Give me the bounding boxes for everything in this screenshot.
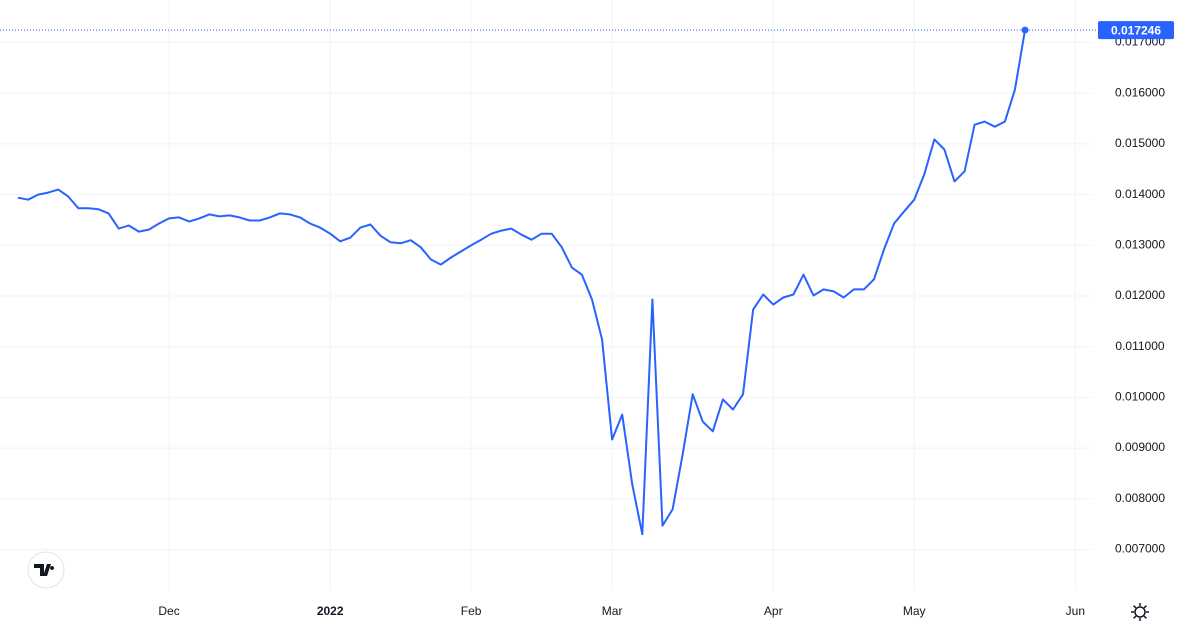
y-tick-label: 0.012000: [1115, 288, 1165, 302]
y-tick-label: 0.011000: [1115, 339, 1164, 353]
x-tick-label: Dec: [158, 604, 179, 618]
y-tick-label: 0.016000: [1115, 85, 1165, 99]
last-point: [1021, 26, 1029, 34]
x-tick-label: 2022: [317, 604, 344, 618]
y-tick-label: 0.013000: [1115, 237, 1165, 251]
y-tick-label: 0.008000: [1115, 491, 1165, 505]
y-tick-label: 0.007000: [1115, 542, 1165, 556]
x-tick-label: Jun: [1066, 604, 1085, 618]
last-price-box: [1098, 21, 1174, 40]
y-tick-label: 0.014000: [1115, 187, 1165, 201]
x-tick-label: Mar: [602, 604, 623, 618]
tv-logo[interactable]: [27, 551, 65, 589]
overlay: 0.007000 0.008000 0.009000 0.010000 0.011000…: [0, 21, 1174, 618]
x-tick-label: Feb: [461, 604, 482, 618]
settings-icon[interactable]: [1131, 603, 1149, 621]
last-price-label: 0.017246: [1111, 23, 1161, 37]
y-tick-label: 0.010000: [1115, 390, 1165, 404]
y-tick-label: 0.015000: [1115, 136, 1165, 150]
x-tick-label: May: [903, 604, 926, 618]
x-tick-label: Apr: [764, 604, 783, 618]
y-tick-label: 0.009000: [1115, 440, 1165, 454]
price-line: [17, 29, 1026, 536]
